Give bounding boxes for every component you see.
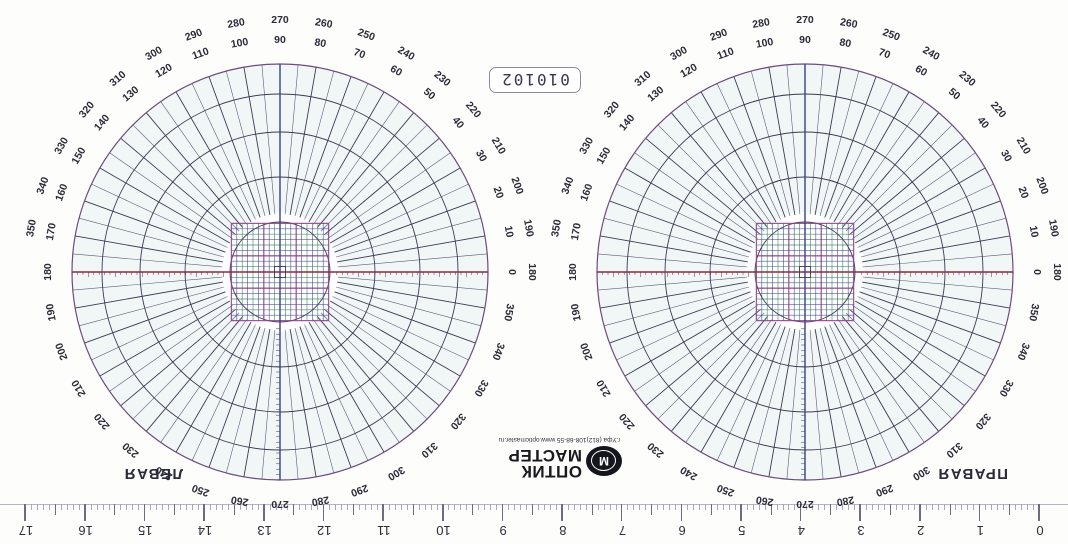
degree-label: 210 <box>489 135 508 156</box>
degree-label: 60 <box>913 63 929 79</box>
degree-label: 170 <box>44 222 59 241</box>
degree-label: 320 <box>77 99 98 120</box>
degree-label: 200 <box>53 341 70 362</box>
degree-label: 100 <box>230 36 249 51</box>
degree-label: 140 <box>92 112 113 133</box>
degree-label: 350 <box>501 303 516 322</box>
degree-label: 90 <box>799 34 811 46</box>
degree-label: 220 <box>463 99 484 120</box>
degree-label: 80 <box>839 36 853 50</box>
degree-label: 80 <box>314 36 328 50</box>
degree-label: 180 <box>567 263 579 281</box>
degree-label: 260 <box>839 16 858 31</box>
degree-label: 240 <box>396 44 417 63</box>
degree-label: 120 <box>153 61 174 80</box>
degree-label: 340 <box>490 341 507 362</box>
degree-label: 250 <box>356 26 377 43</box>
degree-label: 180 <box>1051 263 1063 281</box>
degree-label: 200 <box>578 341 595 362</box>
degree-label: 110 <box>191 45 211 62</box>
degree-label: 220 <box>92 411 113 432</box>
degree-label: 190 <box>569 303 584 322</box>
degree-label: 90 <box>274 34 286 46</box>
degree-label: 260 <box>755 493 774 508</box>
degree-label: 160 <box>578 182 595 203</box>
degree-label: 0 <box>506 269 518 275</box>
degree-label: 240 <box>153 463 174 482</box>
degree-label: 150 <box>69 145 88 166</box>
degree-label: 350 <box>549 218 564 237</box>
degree-label: 340 <box>34 175 51 196</box>
degree-label: 340 <box>559 175 576 196</box>
degree-label: 280 <box>836 493 855 508</box>
degree-label: 230 <box>432 69 453 90</box>
degree-label: 250 <box>190 482 211 499</box>
degree-label: 200 <box>508 175 525 196</box>
degree-label: 20 <box>1016 185 1031 200</box>
degree-label: 350 <box>1026 303 1041 322</box>
degree-label: 210 <box>69 377 88 398</box>
degree-label: 190 <box>1046 218 1061 237</box>
degree-label: 320 <box>448 411 469 432</box>
degree-label: 70 <box>352 46 367 61</box>
degree-label: 70 <box>877 46 892 61</box>
degree-label: 110 <box>716 45 736 62</box>
degree-label: 290 <box>349 482 370 499</box>
degree-label: 270 <box>796 14 814 26</box>
degree-label: 330 <box>471 378 490 399</box>
degree-label: 170 <box>569 222 584 241</box>
degree-label: 290 <box>874 482 895 499</box>
degree-label: 260 <box>230 493 249 508</box>
degree-label: 310 <box>419 440 440 461</box>
degree-label: 230 <box>120 440 141 461</box>
degree-label: 180 <box>42 263 54 281</box>
degree-label: 280 <box>751 16 770 31</box>
degree-label: 250 <box>881 26 902 43</box>
degree-label: 280 <box>226 16 245 31</box>
degree-label: 300 <box>385 464 406 483</box>
degree-label: 340 <box>1015 341 1032 362</box>
degree-label: 260 <box>314 16 333 31</box>
degree-label: 200 <box>1033 175 1050 196</box>
degree-label: 130 <box>120 84 141 105</box>
degree-label: 270 <box>271 14 289 26</box>
degree-label: 30 <box>473 148 489 164</box>
degree-label: 160 <box>53 182 70 203</box>
degree-label: 30 <box>998 148 1014 164</box>
degree-label: 190 <box>44 303 59 322</box>
degree-label: 310 <box>107 69 128 90</box>
degree-label: 40 <box>450 114 467 131</box>
degree-label: 290 <box>708 26 729 43</box>
degree-label: 350 <box>24 218 39 237</box>
degree-label: 280 <box>311 493 330 508</box>
degree-label: 50 <box>421 86 438 103</box>
degree-label: 60 <box>388 63 404 79</box>
degree-label: 0 <box>1031 269 1043 275</box>
degree-label: 10 <box>502 225 516 239</box>
degree-label: 100 <box>755 36 774 51</box>
degree-label: 10 <box>1027 225 1041 239</box>
degree-label: 250 <box>715 482 736 499</box>
degree-label: 270 <box>271 498 289 510</box>
degree-label: 290 <box>183 26 204 43</box>
degree-label: 20 <box>491 185 506 200</box>
degree-label: 270 <box>796 498 814 510</box>
degree-label: 300 <box>143 44 164 63</box>
degree-label: 190 <box>521 218 536 237</box>
degree-label: 180 <box>526 263 538 281</box>
degree-label: 330 <box>52 135 71 156</box>
